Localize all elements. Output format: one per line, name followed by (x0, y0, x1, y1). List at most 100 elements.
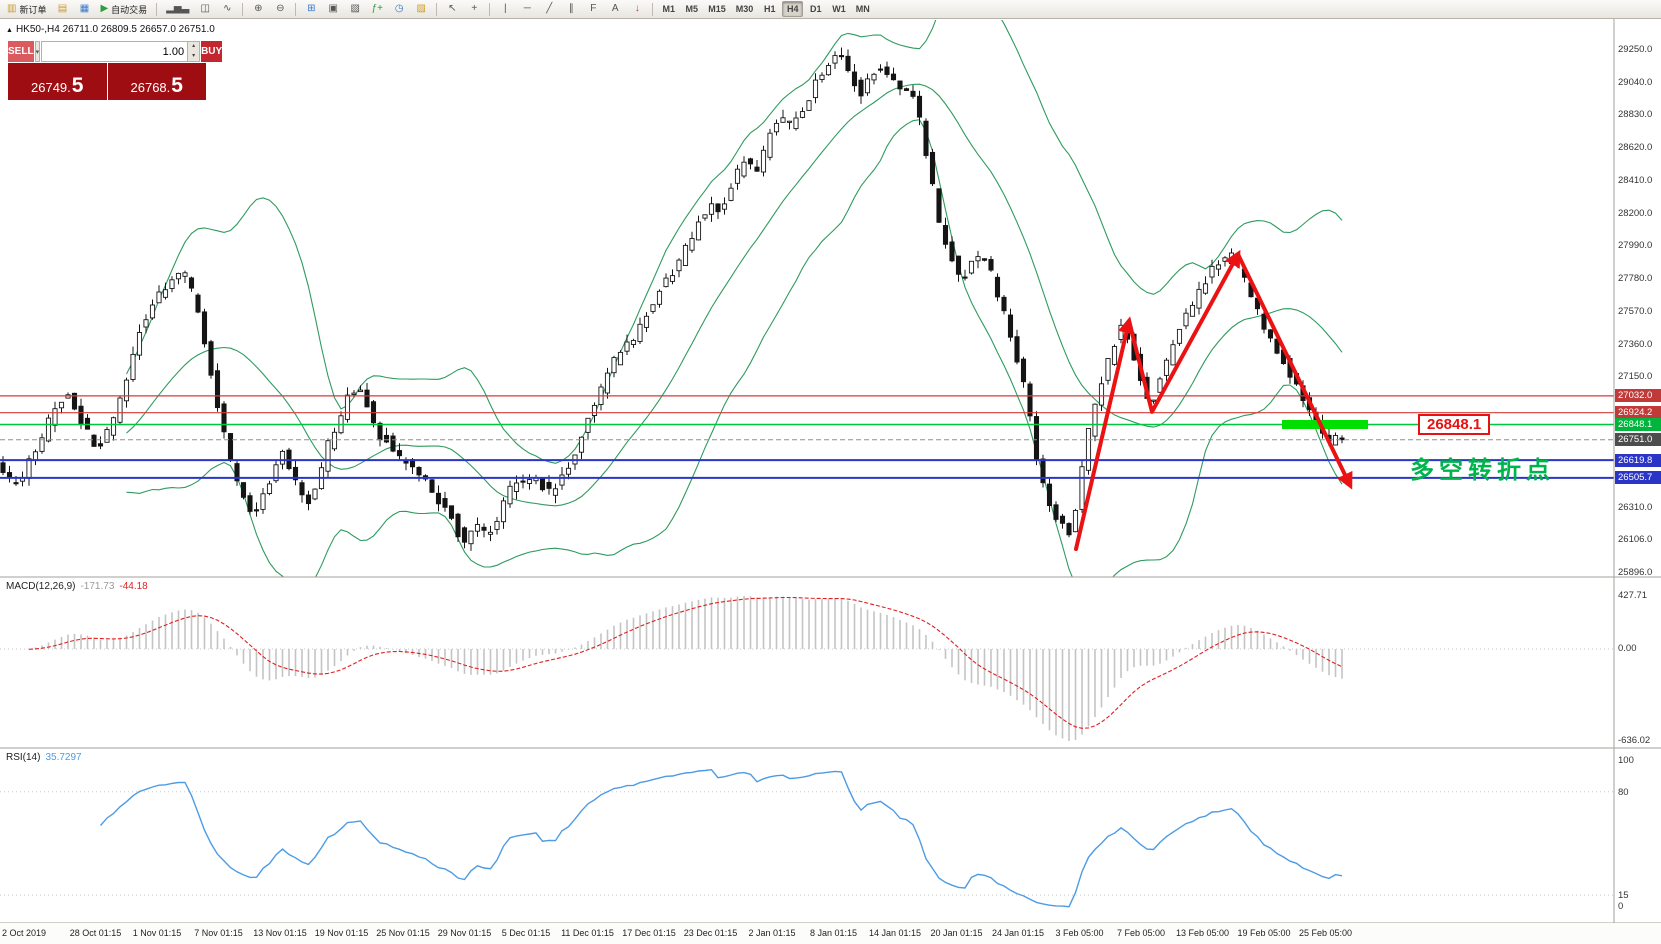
time-axis-label: 8 Jan 01:15 (809, 928, 858, 938)
time-axis-label: 7 Nov 01:15 (194, 928, 243, 938)
time-axis-label: 13 Nov 01:15 (253, 928, 307, 938)
timeframe-mn-button[interactable]: MN (855, 4, 870, 14)
new-order-button[interactable]: ▥ 新订单 (3, 1, 50, 17)
buy-price[interactable]: 26768. 5 (107, 63, 206, 100)
time-axis-label: 7 Feb 05:00 (1116, 928, 1166, 938)
time-axis-label: 13 Feb 05:00 (1175, 928, 1230, 938)
line-chart-button[interactable]: ∿ (217, 1, 237, 17)
price-level-tag-current: 26751.0 (1615, 433, 1661, 447)
new-order-button-label: 新订单 (19, 4, 47, 15)
time-axis-label: 5 Dec 01:15 (501, 928, 551, 938)
market-watch-button[interactable]: ▤ (52, 1, 72, 17)
time-axis-label: 11 Dec 01:15 (561, 928, 614, 938)
templates-button[interactable]: ▨ (411, 1, 431, 17)
trend-arrow[interactable] (1127, 249, 1241, 414)
timeframe-m15-button[interactable]: M15 (708, 4, 726, 14)
horizontal-levels[interactable] (0, 395, 1614, 479)
tile-windows-button[interactable]: ▣ (323, 1, 343, 17)
autotrading-button-label: 自动交易 (111, 4, 148, 15)
bar-chart-button[interactable]: ▂▅▃ (162, 1, 193, 17)
crosshair-button[interactable]: + (464, 1, 484, 17)
price-axis-label: 26310.0 (1618, 502, 1653, 514)
text-button[interactable]: A (605, 1, 625, 17)
time-axis-label: 25 Nov 01:15 (376, 928, 430, 938)
buy-price-big: 5 (171, 74, 183, 98)
price-axis-label: 28620.0 (1618, 142, 1653, 154)
channel-icon: ∥ (568, 3, 574, 14)
horizontal-line-button[interactable]: ─ (517, 1, 537, 17)
sell-button[interactable]: SELL (8, 41, 34, 62)
macd-label: MACD(12,26,9) (6, 581, 76, 592)
trend-arrow[interactable] (1074, 316, 1135, 551)
zoom-out-icon: ⊖ (276, 3, 285, 14)
timeframe-m1-button[interactable]: M1 (662, 4, 676, 14)
toolbar-separator (436, 2, 438, 16)
channel-button[interactable]: ∥ (561, 1, 581, 17)
trendline-button[interactable]: ╱ (539, 1, 559, 17)
price-axis-label: 28410.0 (1618, 174, 1653, 186)
vertical-line-icon: | (503, 3, 507, 14)
bollinger-middle (126, 83, 1343, 507)
timeframe-m30-button[interactable]: M30 (735, 4, 754, 14)
indicators-button[interactable]: ƒ+ (367, 1, 387, 17)
rsi-line (99, 768, 1343, 908)
price-axis-label: 27570.0 (1618, 305, 1653, 317)
arrows-button[interactable]: ↓ (627, 1, 647, 17)
timeframe-m5-button[interactable]: M5 (685, 4, 699, 14)
volume-up-button[interactable]: ▴ (188, 42, 200, 52)
volume-input[interactable] (42, 42, 188, 61)
time-axis[interactable]: 2 Oct 2019 28 Oct 01:15 1 Nov 01:15 7 Nov 0… (0, 923, 1661, 944)
volume-box: ▴ ▾ (41, 41, 201, 62)
time-axis-label: 2 Jan 01:15 (748, 928, 796, 938)
time-axis-label: 28 Oct 01:15 (69, 928, 122, 938)
periods-icon: ◷ (394, 3, 404, 14)
periods-button[interactable]: ◷ (389, 1, 409, 17)
buy-button[interactable]: BUY (201, 41, 223, 62)
toolbar-separator (652, 2, 654, 16)
candlestick-chart-button[interactable]: ◫ (195, 1, 215, 17)
price-axis-label: 27150.0 (1618, 371, 1653, 383)
support-zone-highlight[interactable] (1282, 420, 1368, 429)
line-chart-icon: ∿ (223, 3, 232, 14)
volume-preset-dropdown[interactable]: ▾ (34, 41, 41, 62)
time-axis-label: 24 Jan 01:15 (991, 928, 1045, 938)
price-level-tag-red: 26924.2 (1615, 406, 1661, 420)
bar-chart-icon: ▂▅▃ (166, 3, 190, 14)
arrows-icon: ↓ (634, 3, 640, 14)
zoom-in-button[interactable]: ⊕ (248, 1, 268, 17)
sell-price-big: 5 (71, 74, 84, 98)
price-level-callout[interactable]: 26848.1 (1418, 414, 1491, 435)
time-axis-label: 25 Feb 05:00 (1298, 928, 1353, 938)
time-axis-label: 23 Dec 01:15 (683, 928, 738, 938)
vertical-line-button[interactable]: | (495, 1, 515, 17)
new-chart-button[interactable]: ⊞ (301, 1, 321, 17)
bollinger-upper (126, 20, 1343, 464)
rsi-levels (0, 791, 1614, 896)
rsi-axis-label: 0 (1618, 901, 1624, 912)
new-chart-icon: ⊞ (307, 3, 316, 14)
cursor-icon: ↖ (448, 3, 457, 14)
macd-value-signal: -44.18 (119, 581, 148, 592)
cursor-button[interactable]: ↖ (442, 1, 462, 17)
trend-arrow[interactable] (1236, 252, 1353, 490)
time-axis-label: 14 Jan 01:15 (868, 928, 922, 938)
sell-price[interactable]: 26749. 5 (8, 63, 107, 100)
timeframe-h4-button[interactable]: H4 (782, 1, 804, 17)
timeframe-h1-button[interactable]: H1 (764, 4, 776, 14)
price-axis-label: 27360.0 (1618, 338, 1653, 350)
macd-value-main: -171.73 (80, 581, 115, 592)
timeframe-d1-button[interactable]: D1 (810, 4, 822, 14)
fibonacci-button[interactable]: F (583, 1, 603, 17)
timeframe-w1-button[interactable]: W1 (832, 4, 846, 14)
volume-down-button[interactable]: ▾ (188, 51, 200, 61)
one-click-trading-panel: SELL ▾ ▴ ▾ BUY 26749.5 26768.5 (8, 41, 223, 100)
cascade-windows-button[interactable]: ▧ (345, 1, 365, 17)
autotrading-button[interactable]: ▶ 自动交易 (96, 1, 151, 17)
price-axis-label: 27990.0 (1618, 240, 1653, 252)
bollinger-lower (126, 119, 1343, 577)
zoom-out-button[interactable]: ⊖ (270, 1, 290, 17)
navigator-button[interactable]: ▦ (74, 1, 94, 17)
autotrading-icon: ▶ (100, 3, 109, 14)
